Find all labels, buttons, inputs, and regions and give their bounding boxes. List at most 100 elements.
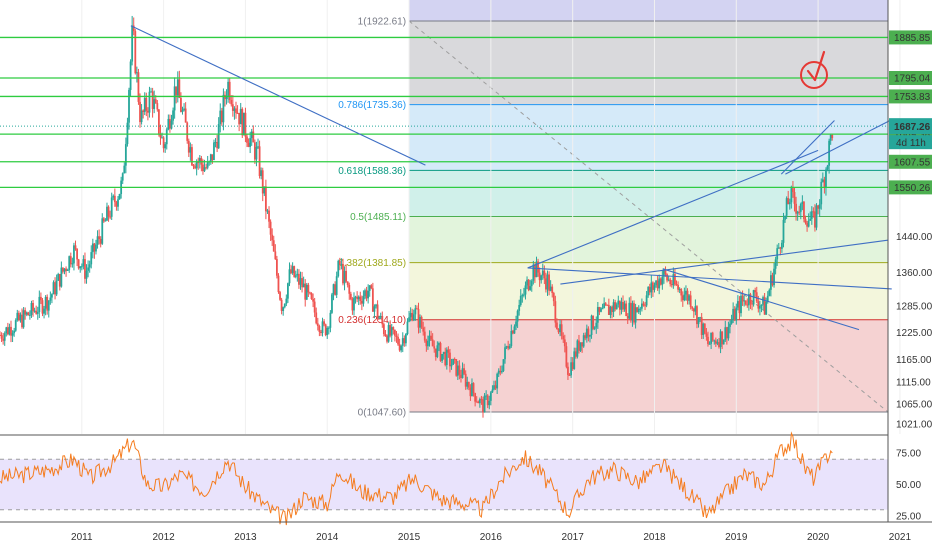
candle-body bbox=[302, 283, 305, 288]
candle-body bbox=[562, 335, 565, 340]
candle-body bbox=[543, 270, 546, 279]
candle-body bbox=[670, 284, 673, 286]
candle-body bbox=[826, 165, 829, 170]
candle-body bbox=[291, 266, 294, 274]
trendline[interactable] bbox=[527, 149, 819, 269]
current-price-label: 1687.26 bbox=[894, 122, 931, 133]
candle-body bbox=[500, 370, 503, 373]
candle-body bbox=[785, 198, 788, 216]
price-tick-label: 1165.00 bbox=[896, 355, 932, 366]
trendline[interactable] bbox=[662, 268, 860, 331]
candle-body bbox=[664, 269, 667, 275]
candle-body bbox=[403, 338, 406, 344]
candle-body bbox=[367, 290, 370, 299]
candle-body bbox=[148, 91, 151, 113]
candle-body bbox=[10, 326, 12, 336]
candle-body bbox=[324, 324, 327, 336]
candle-body bbox=[625, 303, 628, 317]
candle-body bbox=[304, 283, 307, 300]
candle-body bbox=[648, 287, 651, 293]
horizontal-levels[interactable] bbox=[0, 36, 888, 189]
candle-body bbox=[505, 346, 508, 348]
candle-body bbox=[560, 324, 563, 336]
candle-body bbox=[656, 280, 659, 289]
candle-body bbox=[738, 301, 741, 314]
candle-body bbox=[771, 275, 774, 286]
candle-body bbox=[393, 329, 396, 336]
candle-body bbox=[309, 292, 311, 294]
candle-body bbox=[239, 108, 242, 125]
rsi-tick-label: 50.00 bbox=[896, 480, 921, 491]
candle-body bbox=[132, 25, 135, 32]
level-price-tag bbox=[889, 180, 932, 195]
candle-body bbox=[187, 140, 190, 153]
candle-body bbox=[741, 295, 744, 302]
candle-body bbox=[412, 314, 415, 321]
candle-body bbox=[467, 382, 470, 388]
candle-body bbox=[285, 298, 288, 304]
candle-body bbox=[161, 137, 163, 139]
trendline[interactable] bbox=[785, 119, 892, 175]
candle-body bbox=[707, 336, 709, 344]
candle-body bbox=[524, 285, 527, 295]
price-tick-label: 1021.00 bbox=[896, 419, 932, 430]
candle-body bbox=[496, 373, 499, 389]
candle-body bbox=[428, 335, 431, 341]
candle-body bbox=[431, 339, 434, 347]
price-tick-label: 1360.00 bbox=[896, 268, 932, 279]
candle-body bbox=[298, 273, 300, 285]
candle-body bbox=[472, 383, 475, 394]
time-tick-label: 2017 bbox=[562, 532, 585, 543]
trendline[interactable] bbox=[560, 239, 888, 285]
candle-body bbox=[634, 307, 637, 323]
candle-body bbox=[725, 327, 728, 339]
candle-body bbox=[573, 351, 576, 369]
candle-body bbox=[320, 331, 322, 334]
candle-body bbox=[798, 211, 801, 213]
candle-body bbox=[87, 267, 90, 271]
candle-body bbox=[722, 339, 725, 345]
candle-body bbox=[696, 306, 698, 325]
candle-body bbox=[661, 276, 664, 285]
candle-body bbox=[3, 333, 6, 341]
candle-body bbox=[294, 275, 297, 277]
candle-body bbox=[71, 263, 74, 265]
candle-body bbox=[768, 289, 771, 296]
candle-body bbox=[578, 340, 580, 351]
candle-body bbox=[54, 282, 56, 295]
candle-body bbox=[471, 383, 473, 397]
candle-body bbox=[644, 305, 646, 307]
candle-body bbox=[530, 280, 533, 287]
time-tick-label: 2012 bbox=[152, 532, 175, 543]
candle-body bbox=[180, 97, 182, 112]
candle-body bbox=[677, 285, 679, 290]
candle-body bbox=[35, 310, 38, 314]
candle-body bbox=[126, 122, 129, 145]
fibonacci-retracement[interactable]: 1(1922.61) 0.786(1735.36) 0.618(1588.36) 0.… bbox=[338, 0, 889, 419]
candle-body bbox=[626, 316, 629, 319]
time-tick-label: 2011 bbox=[71, 532, 93, 543]
candle-body bbox=[38, 296, 41, 313]
candle-body bbox=[754, 290, 757, 293]
candle-body bbox=[150, 91, 152, 93]
candle-body bbox=[146, 110, 149, 113]
trendline[interactable] bbox=[527, 267, 892, 290]
candle-body bbox=[209, 154, 212, 162]
trendline[interactable] bbox=[780, 120, 835, 175]
candle-body bbox=[622, 301, 624, 310]
candle-body bbox=[260, 170, 263, 177]
trendline[interactable] bbox=[130, 25, 426, 166]
candle-body bbox=[549, 286, 552, 291]
candle-body bbox=[360, 300, 363, 304]
candle-body bbox=[796, 211, 799, 214]
candle-body bbox=[140, 110, 143, 123]
candle-body bbox=[582, 335, 585, 347]
candle-body bbox=[829, 134, 832, 141]
candle-body bbox=[546, 274, 549, 290]
candle-body bbox=[387, 325, 390, 342]
trendlines[interactable] bbox=[130, 25, 892, 331]
candle-body bbox=[345, 270, 348, 282]
candle-body bbox=[151, 91, 154, 109]
candle-body bbox=[812, 211, 815, 213]
candle-body bbox=[135, 72, 138, 74]
